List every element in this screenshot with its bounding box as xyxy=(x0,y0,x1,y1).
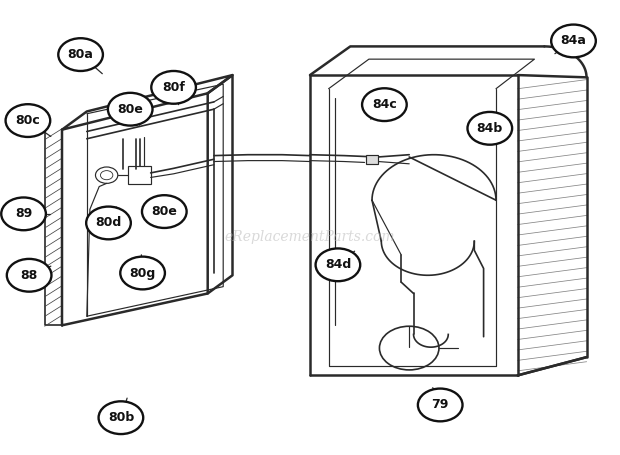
Circle shape xyxy=(142,195,187,228)
Circle shape xyxy=(467,112,512,145)
Text: 80e: 80e xyxy=(151,205,177,218)
Text: 80b: 80b xyxy=(108,411,134,424)
Circle shape xyxy=(6,104,50,137)
Text: 80f: 80f xyxy=(162,81,185,94)
Circle shape xyxy=(316,248,360,281)
Text: 84c: 84c xyxy=(372,98,397,111)
Text: 84d: 84d xyxy=(325,258,351,271)
Circle shape xyxy=(1,197,46,230)
Text: 84a: 84a xyxy=(560,35,587,47)
Text: 89: 89 xyxy=(15,207,32,220)
Text: 80d: 80d xyxy=(95,217,122,229)
Text: 84b: 84b xyxy=(477,122,503,135)
Text: 79: 79 xyxy=(432,399,449,411)
Text: 88: 88 xyxy=(20,269,38,282)
Circle shape xyxy=(99,401,143,434)
Text: 80g: 80g xyxy=(130,267,156,279)
Circle shape xyxy=(418,389,463,421)
Text: 80a: 80a xyxy=(68,48,94,61)
Circle shape xyxy=(108,93,153,126)
Circle shape xyxy=(7,259,51,292)
Circle shape xyxy=(120,257,165,289)
Text: 80e: 80e xyxy=(117,103,143,116)
Text: eReplacementParts.com: eReplacementParts.com xyxy=(224,230,396,243)
FancyBboxPatch shape xyxy=(366,155,378,164)
Circle shape xyxy=(151,71,196,104)
Circle shape xyxy=(58,38,103,71)
Circle shape xyxy=(362,88,407,121)
Circle shape xyxy=(86,207,131,239)
Text: 80c: 80c xyxy=(16,114,40,127)
Circle shape xyxy=(551,25,596,57)
